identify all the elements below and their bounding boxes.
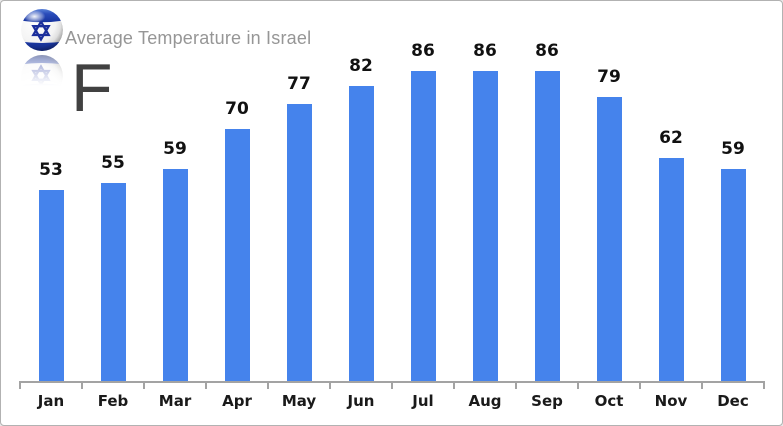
x-axis-tick	[19, 381, 21, 389]
bar-value-label-may: 77	[287, 74, 311, 94]
x-axis-tick	[639, 381, 641, 389]
bar-value-label-dec: 59	[721, 139, 745, 159]
x-axis-label-feb: Feb	[97, 392, 129, 410]
x-axis-label-dec: Dec	[717, 392, 749, 410]
x-axis-tick	[577, 381, 579, 389]
bar-aug	[472, 71, 498, 381]
x-axis-tick	[515, 381, 517, 389]
x-axis-tick	[763, 381, 765, 389]
x-axis-tick	[329, 381, 331, 389]
bar-value-label-jun: 82	[349, 56, 373, 76]
temperature-unit-label: F	[71, 50, 113, 126]
bar-value-label-apr: 70	[225, 99, 249, 119]
bar-apr	[224, 129, 250, 381]
bar-value-label-mar: 59	[163, 139, 187, 159]
bar-sep	[534, 71, 560, 381]
bar-value-label-oct: 79	[597, 67, 621, 87]
x-axis-label-apr: Apr	[222, 392, 252, 410]
x-axis-label-nov: Nov	[654, 392, 688, 410]
x-axis-label-may: May	[281, 392, 317, 410]
bar-value-label-nov: 62	[659, 128, 683, 148]
bar-jan	[38, 190, 64, 381]
chart-title: Average Temperature in Israel	[65, 28, 312, 48]
x-axis-tick	[143, 381, 145, 389]
x-axis-tick	[81, 381, 83, 389]
bar-value-label-aug: 86	[473, 41, 497, 61]
bar-jul	[410, 71, 436, 381]
bar-mar	[162, 169, 188, 381]
x-axis-label-oct: Oct	[594, 392, 624, 410]
x-axis-label-jun: Jun	[347, 392, 375, 410]
bar-dec	[720, 169, 746, 381]
bar-nov	[658, 158, 684, 381]
bar-value-label-jul: 86	[411, 41, 435, 61]
bar-jun	[348, 86, 374, 381]
bar-feb	[100, 183, 126, 381]
x-axis-label-sep: Sep	[531, 392, 563, 410]
bar-may	[286, 104, 312, 381]
x-axis-tick	[267, 381, 269, 389]
bar-value-label-sep: 86	[535, 41, 559, 61]
bar-oct	[596, 97, 622, 381]
x-axis-label-mar: Mar	[158, 392, 192, 410]
x-axis-tick	[205, 381, 207, 389]
x-axis-tick	[453, 381, 455, 389]
x-axis-tick	[391, 381, 393, 389]
x-axis-label-aug: Aug	[468, 392, 502, 410]
x-axis-label-jan: Jan	[37, 392, 65, 410]
x-axis-tick	[701, 381, 703, 389]
x-axis-label-jul: Jul	[412, 392, 434, 410]
bar-value-label-feb: 55	[101, 153, 125, 173]
bar-value-label-jan: 53	[39, 160, 63, 180]
